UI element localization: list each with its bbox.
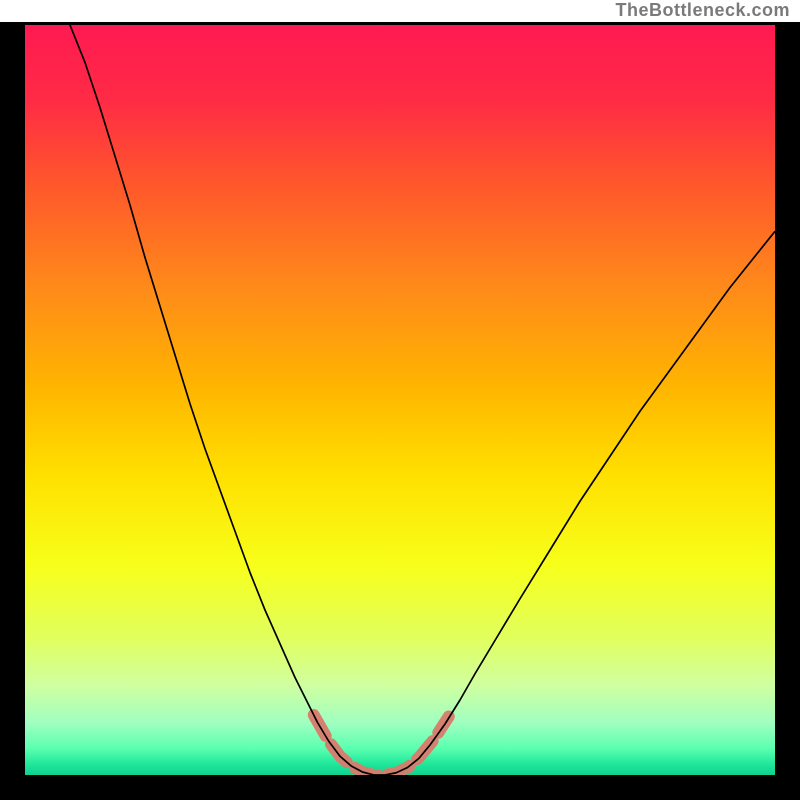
chart-stage: TheBottleneck.com <box>0 0 800 800</box>
watermark-text: TheBottleneck.com <box>615 0 790 21</box>
chart-svg <box>0 0 800 800</box>
plot-gradient <box>25 25 775 775</box>
